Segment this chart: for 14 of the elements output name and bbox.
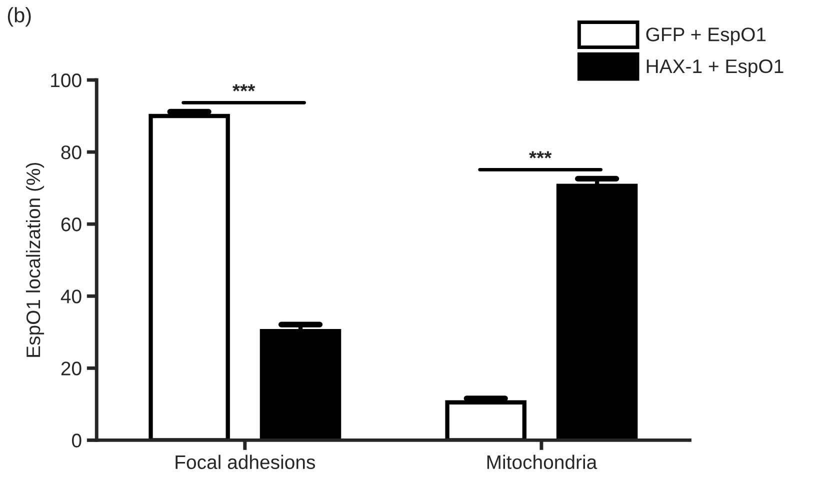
y-tick-label: 0 xyxy=(72,434,82,448)
legend-label: GFP + EspO1 xyxy=(646,28,766,46)
annotation: *** xyxy=(232,84,256,92)
y-tick-label: 80 xyxy=(61,146,82,160)
y-tick-label: 40 xyxy=(60,290,82,304)
x-tick-label: Focal adhesions xyxy=(176,454,316,470)
y-tick-label: 20 xyxy=(61,362,82,376)
annotation: *** xyxy=(529,151,552,158)
legend-label: HAX-1 + EspO1 xyxy=(646,59,784,77)
y-axis-title: EspO1 localization (%) xyxy=(26,162,44,357)
text: (b) xyxy=(8,7,31,27)
x-tick-label: Mitochondria xyxy=(487,454,598,470)
y-tick-label: 100 xyxy=(51,73,82,88)
y-tick-label: 60 xyxy=(61,218,82,232)
